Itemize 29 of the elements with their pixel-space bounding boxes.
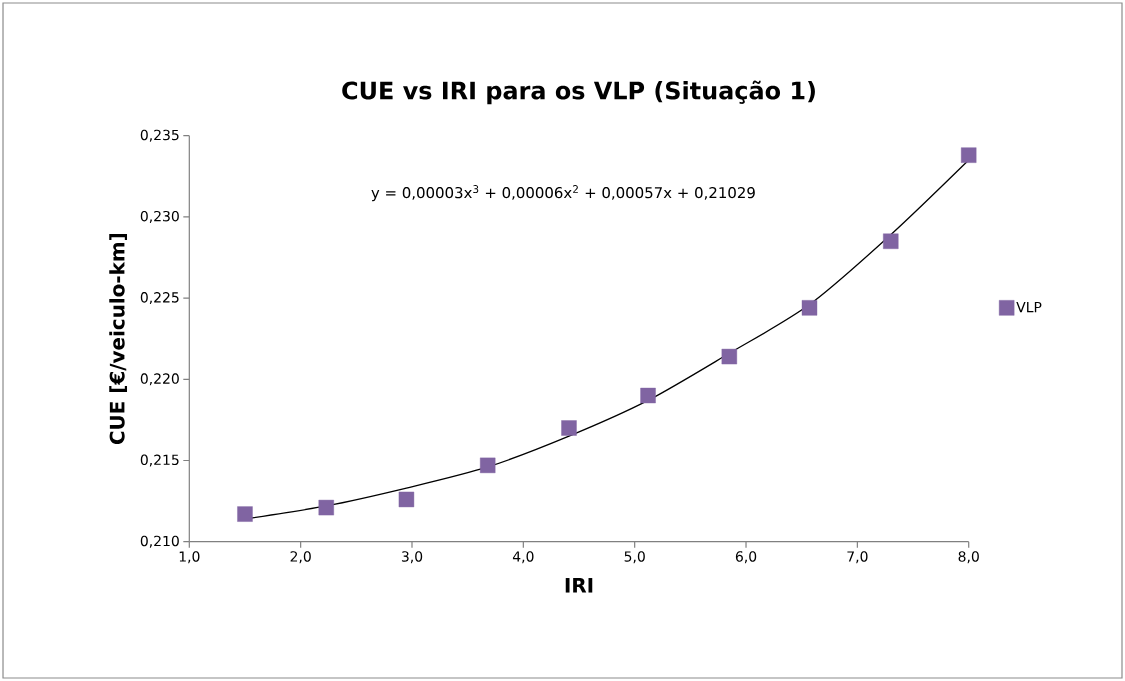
point (318, 499, 334, 516)
annotation: y = 0,00003x$^{3}$ + 0,00006x$^{2}$ + 0,00057x + 0,21029 (371, 185, 755, 202)
x-tick-label: 8,0 (958, 551, 979, 564)
point (561, 420, 577, 436)
point (237, 506, 253, 522)
x-axis-title: IRI (565, 578, 593, 593)
y-tick-label: 0,235 (140, 129, 179, 142)
x-tick-label: 7,0 (847, 551, 868, 564)
point (721, 348, 738, 365)
x-tick-label: 4,0 (512, 551, 534, 564)
x-tick-label: 5,0 (624, 551, 645, 564)
chart-title: CUE vs IRI para os VLP (Situação 1) (342, 80, 815, 105)
point (640, 387, 656, 404)
point (480, 457, 496, 474)
x-tick-label: 1,0 (179, 551, 200, 564)
x-tick-label: 6,0 (735, 551, 757, 564)
y-tick-label: 0,215 (140, 454, 179, 467)
y-axis-title: CUE [€/veiculo-km] (109, 233, 128, 445)
x-tick-label: 2,0 (290, 551, 311, 564)
point (961, 147, 977, 163)
point (801, 300, 818, 316)
point (883, 233, 899, 249)
y-tick-label: 0,225 (140, 292, 179, 305)
y-tick-label: 0,230 (140, 210, 179, 223)
y-tick-label: 0,210 (140, 535, 179, 548)
point (398, 491, 415, 508)
y-tick-label: 0,220 (140, 373, 179, 386)
legend-label: VLP (1016, 301, 1042, 313)
x-tick-label: 3,0 (401, 551, 423, 564)
